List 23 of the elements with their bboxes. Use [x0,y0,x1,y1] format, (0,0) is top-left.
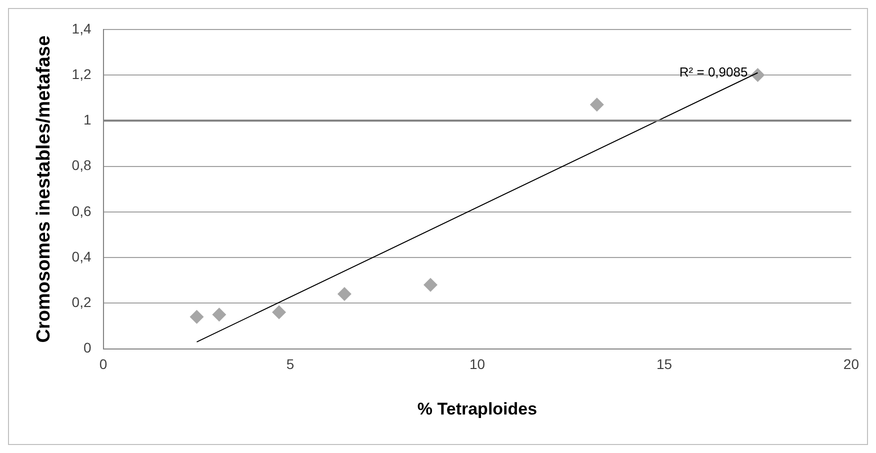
x-tick-label: 15 [656,356,672,372]
point [212,308,226,322]
y-tick-label: 0,4 [72,248,92,264]
annotation: R² = 0,9085 [679,64,748,80]
point [190,310,204,324]
y-tick-label: 0,8 [72,157,92,174]
point [423,278,438,292]
x-tick-label: 10 [469,356,486,372]
point [337,287,352,302]
x-axis-title: % Tetraploides [417,399,538,418]
y-tick-label: 1,2 [72,66,92,82]
y-tick-label: 1 [83,112,92,128]
y-tick-label: 0,2 [72,294,92,310]
x-tick-label: 20 [843,356,860,372]
x-tick-label: 0 [99,356,108,372]
y-tick-label: 1,4 [72,20,92,36]
point [272,305,286,320]
point [750,68,765,82]
y-axis-title: Cromosomes inestables/metafase [34,35,55,343]
point [590,98,604,112]
y-tick-label: 0,6 [72,202,92,219]
x-tick-label: 5 [286,356,294,372]
y-tick-label: 0 [83,340,92,356]
